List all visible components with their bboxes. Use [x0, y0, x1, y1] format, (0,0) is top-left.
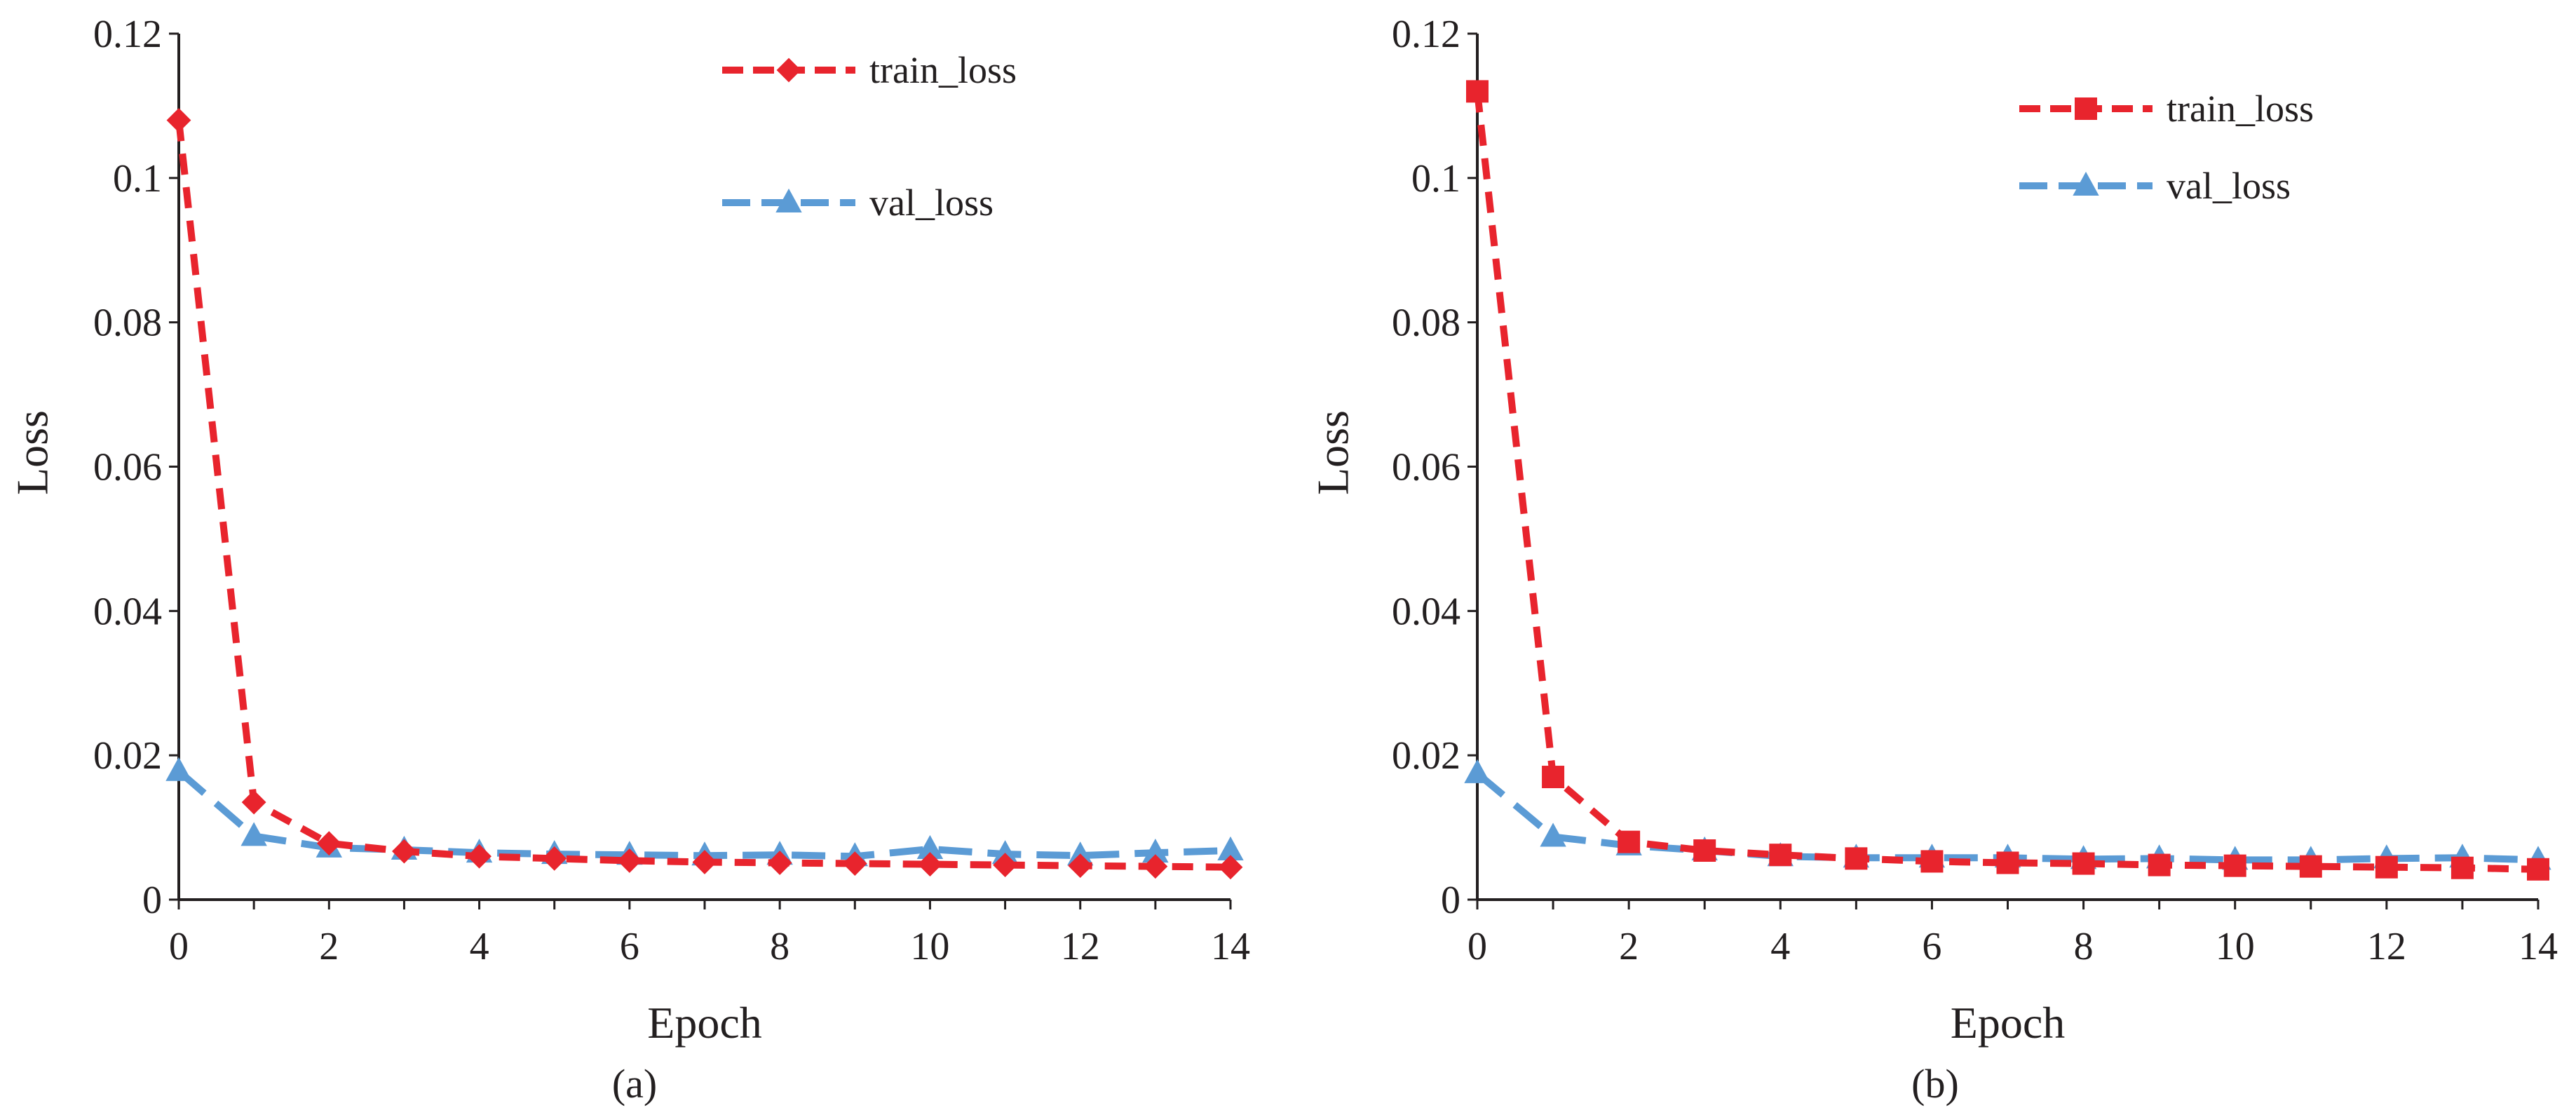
val_loss-point	[240, 822, 267, 846]
train_loss-point	[2527, 858, 2549, 881]
train_loss-point	[993, 853, 1017, 878]
y-tick-label: 0.04	[1392, 590, 1460, 633]
legend-marker-diamond-icon	[776, 57, 801, 83]
train_loss-point	[1218, 855, 1243, 880]
legend-label: train_loss	[2167, 88, 2314, 130]
train_loss-point	[467, 844, 492, 869]
x-tick-label: 0	[1467, 925, 1487, 968]
val_loss-point	[1464, 759, 1491, 783]
y-tick-label: 0.06	[93, 446, 162, 489]
train_loss-point	[2223, 854, 2246, 877]
legend-marker-triangle-icon	[2073, 171, 2099, 196]
y-tick-label: 0	[142, 879, 162, 922]
x-axis-title: Epoch	[647, 998, 762, 1048]
train_loss-point	[166, 108, 191, 133]
train_loss-point	[542, 846, 567, 871]
x-tick-label: 4	[470, 925, 489, 968]
train_loss-point	[1618, 830, 1641, 853]
y-tick-label: 0.04	[93, 590, 162, 633]
chart-panel-1: 0 0.02 0.04 0.06 0.08 0.1 0.12 0 2 4 6 8 10 12 14 Epoch…	[7, 13, 1250, 1106]
y-tick-label: 0.08	[93, 302, 162, 345]
x-tick-label: 14	[2519, 925, 2558, 968]
train_loss-point	[617, 848, 642, 873]
legend-label: train_loss	[869, 49, 1017, 91]
train_loss-point	[2148, 853, 2171, 877]
panel-label: (a)	[612, 1061, 657, 1106]
legend-label: val_loss	[2167, 165, 2291, 207]
y-tick-label: 0	[1441, 879, 1460, 922]
y-tick-label: 0.1	[1411, 157, 1460, 201]
legend-item-train_loss: train_loss	[722, 49, 1017, 91]
train_loss-point	[2072, 852, 2095, 875]
x-tick-label: 2	[319, 925, 339, 968]
train_loss-point	[392, 839, 416, 864]
x-tick-label: 8	[2074, 925, 2094, 968]
train_loss-point	[1920, 850, 1944, 873]
panel-label: (b)	[1911, 1061, 1959, 1106]
x-tick-label: 12	[1061, 925, 1100, 968]
y-axis-title: Loss	[7, 410, 57, 495]
train_loss-line	[1474, 90, 2539, 873]
legend-item-val_loss: val_loss	[2019, 165, 2291, 207]
x-tick-label: 8	[770, 925, 789, 968]
legend-label: val_loss	[869, 182, 994, 224]
x-tick-label: 10	[2216, 925, 2255, 968]
train_loss-point	[1769, 844, 1792, 867]
y-tick-label: 0.12	[93, 13, 162, 56]
y-tick-label: 0.08	[1392, 302, 1460, 345]
chart-panel-2: 0 0.02 0.04 0.06 0.08 0.1 0.12 0 2 4 6 8 10 12 14 Epoch…	[1308, 13, 2558, 1106]
legend-item-val_loss: val_loss	[722, 182, 994, 224]
y-tick-label: 0.1	[113, 157, 162, 201]
y-tick-label: 0.02	[93, 734, 162, 778]
x-tick-label: 2	[1619, 925, 1639, 968]
train_loss-point	[1996, 851, 2019, 874]
val_loss-point	[165, 757, 192, 781]
train_loss-line	[175, 119, 1231, 871]
train_loss-point	[767, 851, 792, 875]
x-axis-title: Epoch	[1951, 998, 2066, 1048]
x-tick-label: 6	[620, 925, 639, 968]
train_loss-point	[316, 831, 341, 856]
series-train_loss	[166, 108, 1243, 880]
train_loss-point	[2375, 855, 2398, 879]
train_loss-point	[918, 852, 942, 877]
x-tick-label: 6	[1922, 925, 1941, 968]
x-tick-label: 4	[1770, 925, 1790, 968]
train_loss-point	[2299, 855, 2322, 878]
train_loss-point	[1466, 80, 1489, 103]
train_loss-point	[1845, 847, 1868, 870]
val_loss-point	[1540, 823, 1566, 847]
train_loss-point	[692, 850, 717, 874]
train_loss-point	[842, 851, 867, 876]
train_loss-point	[2450, 856, 2474, 879]
legend-item-train_loss: train_loss	[2019, 88, 2314, 130]
series-train_loss	[1466, 80, 2549, 881]
x-tick-label: 10	[910, 925, 949, 968]
train_loss-point	[1542, 766, 1565, 789]
x-tick-label: 14	[1211, 925, 1250, 968]
legend-marker-square-icon	[2075, 97, 2097, 120]
y-tick-label: 0.02	[1392, 734, 1460, 778]
train_loss-point	[1143, 854, 1168, 879]
x-tick-label: 0	[169, 925, 189, 968]
y-axis-title: Loss	[1308, 410, 1357, 495]
train_loss-point	[1693, 839, 1716, 862]
train_loss-point	[1068, 853, 1093, 879]
x-tick-label: 12	[2367, 925, 2406, 968]
y-tick-label: 0.06	[1392, 446, 1460, 489]
train_loss-point	[241, 790, 266, 815]
legend-marker-triangle-icon	[775, 188, 802, 212]
y-tick-label: 0.12	[1392, 13, 1460, 56]
